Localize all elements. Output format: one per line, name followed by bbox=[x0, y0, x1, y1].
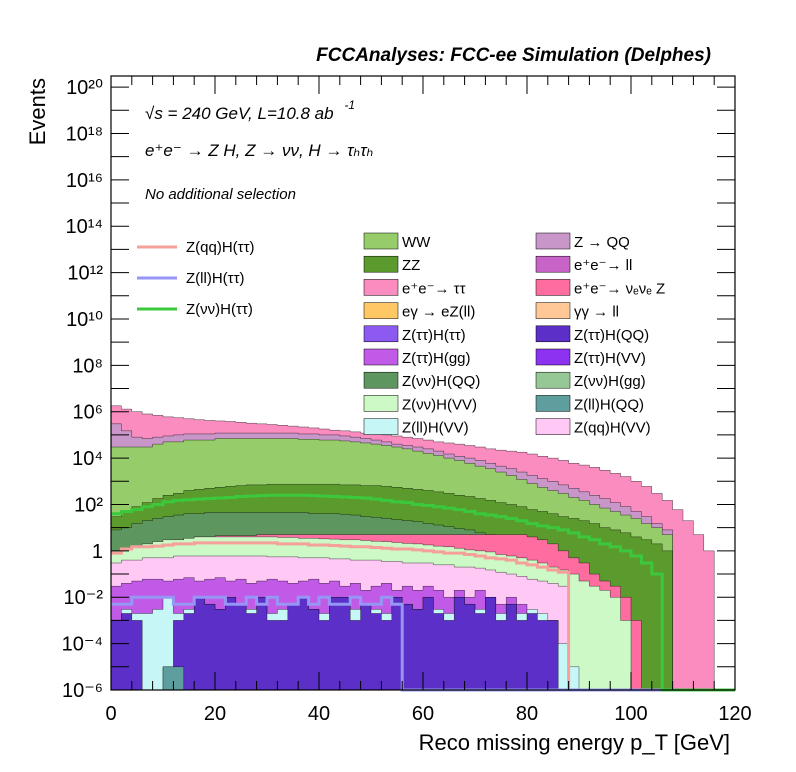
legend-box-swatch bbox=[363, 418, 399, 435]
energy-lumi-text: √s = 240 GeV, L=10.8 ab bbox=[145, 104, 334, 123]
legend-box-label: Z(ττ)H(QQ) bbox=[574, 327, 649, 344]
legend-box-label: Z(νν)H(gg) bbox=[574, 373, 646, 390]
y-tick-label: 10⁻⁴ bbox=[62, 634, 103, 656]
x-tick-label: 0 bbox=[105, 703, 116, 725]
legend-box-swatch bbox=[535, 371, 571, 389]
legend-box-label: Z(ττ)H(VV) bbox=[574, 350, 646, 367]
legend-box-swatch bbox=[363, 302, 399, 319]
y-tick-label: 10⁴ bbox=[72, 448, 103, 470]
legend-box-label: Z(ττ)H(ττ) bbox=[402, 327, 466, 344]
legend-line-label: Z(qq)H(ττ) bbox=[186, 239, 255, 256]
legend-box-swatch bbox=[363, 279, 399, 296]
legend-box-label: γγ → ll bbox=[574, 304, 619, 321]
legend-box-label: e⁺e⁻→ ττ bbox=[402, 280, 466, 297]
legend-box-label: e⁺e⁻→ νₑνₑ Z bbox=[574, 280, 665, 297]
y-tick-label: 10²⁰ bbox=[66, 77, 103, 99]
legend-box-swatch bbox=[363, 255, 399, 273]
legend-box-label: Z(ττ)H(gg) bbox=[402, 350, 471, 367]
x-tick-label: 60 bbox=[412, 703, 434, 725]
legend-box-swatch bbox=[535, 348, 571, 366]
selection-annotation: No additional selection bbox=[145, 186, 296, 203]
y-axis-label: Events bbox=[25, 78, 50, 145]
y-tick-label: 10² bbox=[74, 494, 103, 516]
y-tick-label: 10¹⁶ bbox=[66, 170, 103, 192]
x-tick-label: 100 bbox=[614, 703, 647, 725]
legend-box-label: Z(νν)H(VV) bbox=[402, 396, 477, 413]
legend-box-label: Z → QQ bbox=[574, 234, 630, 251]
legend-box-swatch bbox=[363, 395, 399, 412]
energy-lumi-superscript: -1 bbox=[344, 98, 355, 112]
legend-box-swatch bbox=[363, 232, 399, 250]
legend-box-label: Z(νν)H(QQ) bbox=[402, 373, 480, 390]
legend-box-label: ZZ bbox=[402, 257, 420, 274]
x-tick-label: 20 bbox=[204, 703, 226, 725]
y-tick-label: 10⁻⁶ bbox=[62, 680, 103, 702]
legend-box-label: Z(ll)H(VV) bbox=[402, 420, 469, 437]
legend-box-swatch bbox=[535, 302, 571, 319]
legend-box-swatch bbox=[363, 371, 399, 389]
y-tick-label: 10⁶ bbox=[73, 402, 103, 424]
legend-box-swatch bbox=[535, 279, 571, 296]
y-tick-label: 10¹⁰ bbox=[66, 309, 103, 331]
legend-box-label: eγ → eZ(ll) bbox=[402, 304, 475, 321]
legend-line-label: Z(ll)H(ττ) bbox=[186, 270, 245, 287]
legend-box-label: Z(ll)H(QQ) bbox=[574, 396, 644, 413]
process-annotation: e⁺e⁻ → Z H, Z → νν, H → τₕτₕ bbox=[145, 141, 373, 160]
x-axis-ticks: 0 20 40 60 80 100 120 bbox=[105, 76, 752, 725]
legend-box-swatch bbox=[535, 325, 571, 343]
y-tick-label: 10⁸ bbox=[72, 355, 103, 377]
legend-box-label: WW bbox=[402, 234, 431, 251]
y-tick-label: 10⁻² bbox=[64, 587, 104, 609]
x-axis-label: Reco missing energy p_T [GeV] bbox=[419, 730, 730, 755]
legend-box-swatch bbox=[535, 255, 571, 273]
energy-lumi-annotation: √s = 240 GeV, L=10.8 ab -1 bbox=[145, 98, 355, 123]
legend-box-swatch bbox=[363, 325, 399, 343]
x-tick-label: 120 bbox=[718, 703, 751, 725]
signal-line-2 bbox=[111, 493, 735, 692]
chart-title: FCCAnalyses: FCC-ee Simulation (Delphes) bbox=[316, 45, 711, 66]
y-tick-label: 1 bbox=[92, 541, 103, 563]
legend-box-label: e⁺e⁻→ ll bbox=[574, 257, 632, 274]
x-tick-label: 40 bbox=[308, 703, 330, 725]
legend-box-label: Z(qq)H(VV) bbox=[574, 420, 651, 437]
stacked-bars bbox=[110, 405, 735, 691]
legend-box-swatch bbox=[363, 348, 399, 366]
legend-box-swatch bbox=[535, 232, 571, 250]
legend: Z(qq)H(ττ) Z(ll)H(ττ) Z(νν)H(ττ) WW ZZ e⁺e⁻→ … bbox=[137, 232, 665, 437]
y-axis-ticks: 10⁻⁶ 10⁻⁴ 10⁻² 1 10² 10⁴ 10⁶ 10⁸ 10¹⁰ 10¹² 10¹⁴ 10¹… bbox=[62, 77, 735, 702]
y-tick-label: 10¹² bbox=[67, 263, 103, 285]
y-tick-label: 10¹⁴ bbox=[66, 216, 104, 238]
y-tick-label: 10¹⁸ bbox=[66, 123, 103, 145]
x-tick-label: 80 bbox=[516, 703, 538, 725]
legend-line-label: Z(νν)H(ττ) bbox=[186, 301, 253, 318]
legend-box-swatch bbox=[535, 418, 571, 435]
legend-box-swatch bbox=[535, 395, 571, 412]
